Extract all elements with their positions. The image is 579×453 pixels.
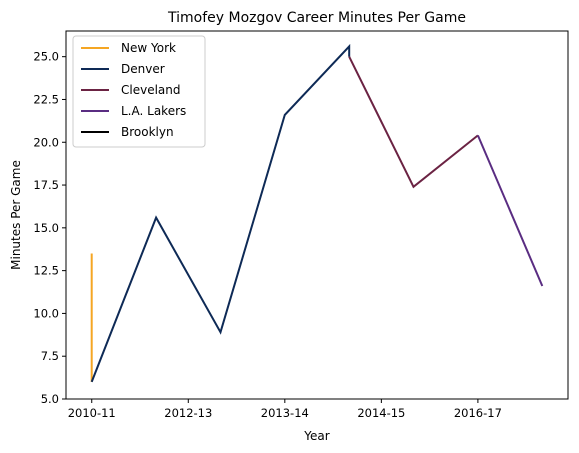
y-tick-label: 20.0 <box>33 135 59 149</box>
x-tick-label: 2016-17 <box>454 406 502 420</box>
x-tick-label: 2012-13 <box>164 406 212 420</box>
x-tick-label: 2010-11 <box>68 406 116 420</box>
x-axis-label: Year <box>303 429 329 443</box>
y-tick-label: 17.5 <box>33 178 59 192</box>
series-line-2 <box>348 56 479 189</box>
y-axis: 5.0 7.5 10.0 12.5 15.0 17.5 20.0 22.5 25.0 <box>33 50 66 406</box>
legend-entry: New York <box>121 41 176 55</box>
y-tick-label: 10.0 <box>33 306 59 320</box>
y-tick-label: 15.0 <box>33 221 59 235</box>
x-tick-label: 2013-14 <box>261 406 309 420</box>
legend-entry: Cleveland <box>121 83 181 97</box>
y-tick-label: 7.5 <box>41 349 59 363</box>
y-axis-label: Minutes Per Game <box>9 160 23 270</box>
y-tick-label: 22.5 <box>33 92 59 106</box>
x-tick-label: 2014-15 <box>357 406 405 420</box>
plot-area-frame <box>65 30 569 400</box>
y-tick-label: 5.0 <box>41 392 59 406</box>
series-line-3 <box>476 135 544 287</box>
x-axis: 2010-11 2012-13 2013-14 2014-15 2016-17 <box>68 399 502 420</box>
y-tick-label: 12.5 <box>33 264 59 278</box>
series-line-1 <box>90 43 351 383</box>
series-lines <box>90 43 544 383</box>
chart-title: Timofey Mozgov Career Minutes Per Game <box>167 10 466 26</box>
legend-entry: Denver <box>121 62 165 76</box>
y-tick-label: 25.0 <box>33 50 59 64</box>
legend-box <box>72 35 206 148</box>
legend-entry: L.A. Lakers <box>121 104 186 118</box>
legend: New York Denver Cleveland L.A. Lakers Brookl… <box>72 35 206 148</box>
legend-entry: Brooklyn <box>121 125 174 139</box>
